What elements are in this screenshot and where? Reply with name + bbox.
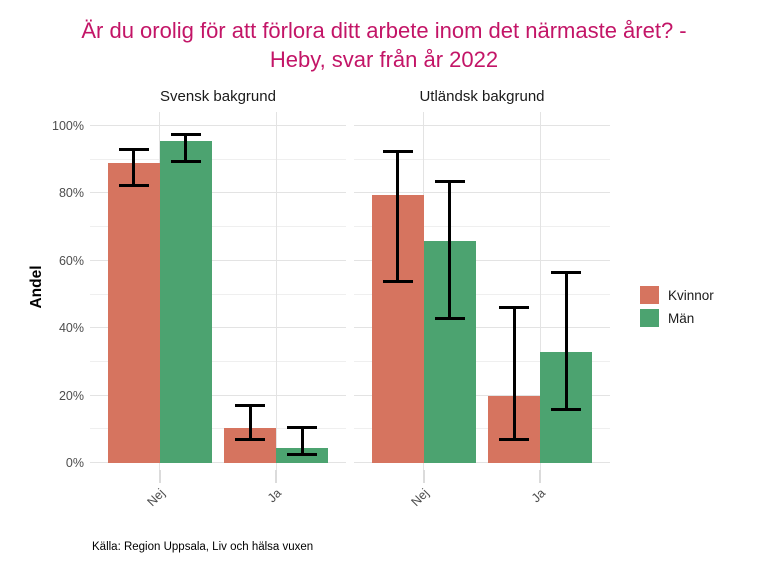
- errorbar-cap-bottom: [235, 438, 266, 442]
- major-gridline-60: [90, 259, 346, 261]
- y-tick-label-0: 0%: [65, 456, 84, 470]
- source-caption: Källa: Region Uppsala, Liv och hälsa vux…: [92, 541, 314, 553]
- minor-gridline-90: [354, 158, 610, 160]
- errorbar-cap-bottom: [499, 438, 530, 442]
- minor-gridline-90: [90, 158, 346, 160]
- major-gridline-20: [90, 394, 346, 396]
- errorbar-cap-top: [551, 270, 582, 274]
- minor-gridline-50: [354, 293, 610, 295]
- minor-gridline-70: [354, 226, 610, 228]
- x-tick-ja: [275, 470, 278, 483]
- panel-svensk-bakgrund: Nej Ja: [90, 112, 346, 509]
- y-tick-label-80: 80%: [58, 186, 84, 201]
- minor-gridline-50: [90, 293, 346, 295]
- major-gridline-60: [354, 259, 610, 261]
- errorbar-kvinnor-nej: [382, 149, 413, 283]
- minor-gridline-30: [90, 360, 346, 362]
- major-gridline-0: [90, 462, 346, 463]
- x-tick-nej: [422, 470, 425, 483]
- major-gridline-100: [354, 125, 610, 126]
- errorbar-cap-top: [235, 404, 266, 408]
- errorbar-whisker: [184, 132, 188, 164]
- major-gridline-80: [90, 192, 346, 194]
- errorbar-man-nej: [170, 132, 201, 164]
- panel-utlandsk-bakgrund: Nej Ja: [354, 112, 610, 509]
- y-tick-label-60: 60%: [58, 253, 84, 268]
- major-gridline-40: [354, 327, 610, 329]
- errorbar-cap-bottom: [118, 183, 149, 187]
- errorbar-man-ja: [551, 270, 582, 411]
- minor-gridline-10: [354, 428, 610, 430]
- legend-swatch-man: [640, 309, 659, 327]
- legend-label-kvinnor: Kvinnor: [668, 287, 714, 303]
- errorbar-whisker: [132, 147, 136, 187]
- x-tick-ja: [539, 470, 542, 483]
- errorbar-cap-bottom: [287, 453, 318, 457]
- y-tick-label-20: 20%: [58, 388, 84, 403]
- errorbar-whisker: [512, 306, 516, 442]
- errorbar-kvinnor-nej: [118, 147, 149, 187]
- errorbar-cap-top: [118, 147, 149, 151]
- errorbar-cap-top: [170, 132, 201, 136]
- y-axis-title: Andel: [28, 265, 45, 309]
- facet-strip-utlandsk-bakgrund: Utländsk bakgrund: [419, 88, 545, 105]
- errorbar-cap-bottom: [382, 279, 413, 283]
- x-tick-label-text: Nej: [408, 486, 432, 510]
- bar-kvinnor-nej: [107, 163, 160, 463]
- errorbar-whisker: [448, 179, 452, 320]
- minor-gridline-70: [90, 226, 346, 228]
- bar-man-nej: [159, 141, 212, 463]
- errorbar-cap-bottom: [551, 407, 582, 411]
- errorbar-man-nej: [434, 179, 465, 320]
- legend-label-man: Män: [668, 310, 695, 326]
- errorbar-cap-top: [287, 425, 318, 429]
- major-gridline-100: [90, 125, 346, 126]
- major-gridline-20: [354, 394, 610, 396]
- errorbar-kvinnor-ja: [235, 404, 266, 442]
- legend-entry-kvinnor: Kvinnor: [640, 286, 714, 304]
- errorbar-cap-top: [382, 149, 413, 153]
- errorbar-kvinnor-ja: [499, 306, 530, 442]
- minor-gridline-30: [354, 360, 610, 362]
- y-tick-label-100: 100%: [52, 119, 84, 133]
- vertical-gridline-ja: [275, 112, 277, 470]
- facet-strip-svensk-bakgrund: Svensk bakgrund: [160, 88, 276, 105]
- vertical-gridline-ja: [539, 112, 541, 470]
- x-tick-label-text: Nej: [144, 486, 168, 510]
- legend-swatch-kvinnor: [640, 286, 659, 304]
- major-gridline-0: [354, 462, 610, 463]
- x-tick-label-text: Ja: [528, 486, 549, 506]
- x-tick-nej: [158, 470, 161, 483]
- legend: Kvinnor Män: [640, 286, 714, 332]
- y-tick-label-40: 40%: [58, 321, 84, 336]
- errorbar-man-ja: [287, 425, 318, 457]
- errorbar-cap-top: [499, 306, 530, 310]
- errorbar-whisker: [564, 270, 568, 411]
- errorbar-cap-bottom: [434, 316, 465, 320]
- errorbar-cap-bottom: [170, 160, 201, 164]
- major-gridline-40: [90, 327, 346, 329]
- errorbar-whisker: [248, 404, 252, 442]
- legend-entry-man: Män: [640, 309, 714, 327]
- major-gridline-80: [354, 192, 610, 194]
- minor-gridline-10: [90, 428, 346, 430]
- chart-title: Är du orolig för att förlora ditt arbete…: [81, 18, 687, 72]
- x-tick-label-text: Ja: [264, 486, 285, 506]
- errorbar-whisker: [300, 425, 304, 457]
- errorbar-cap-top: [434, 179, 465, 183]
- errorbar-whisker: [396, 149, 400, 283]
